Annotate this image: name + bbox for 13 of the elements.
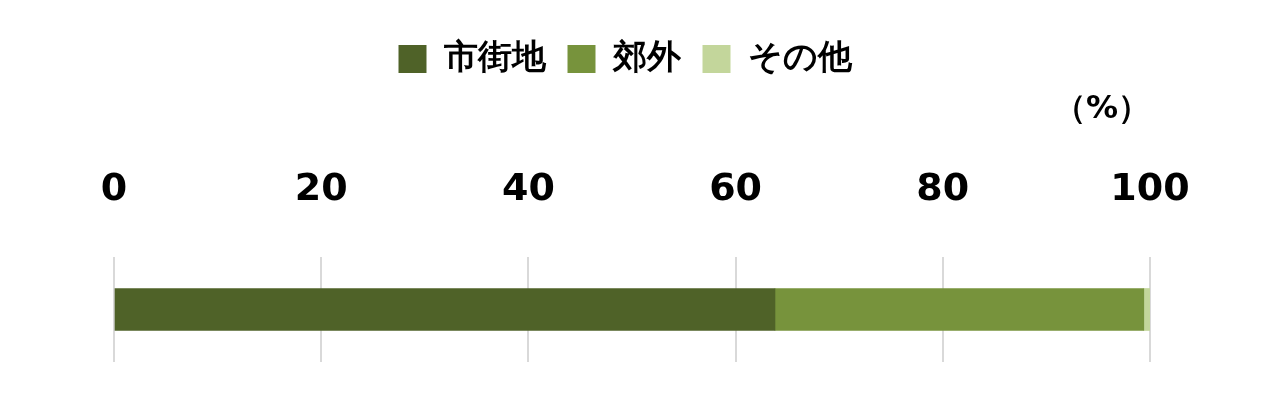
x-tick-label: 0 (100, 165, 128, 210)
legend-label: 市街地 (442, 35, 547, 76)
legend-label: 郊外 (611, 35, 682, 76)
x-axis-title: （%） (1053, 87, 1150, 126)
bar (774, 288, 1145, 331)
x-tick-label: 60 (709, 165, 763, 210)
legend-label: その他 (747, 35, 853, 76)
x-tick-label: 100 (1110, 165, 1190, 210)
bar (1143, 288, 1150, 331)
bar (114, 288, 776, 331)
x-tick-label: 20 (294, 165, 348, 210)
x-tick-label: 40 (501, 165, 555, 210)
x-tick-label: 80 (916, 165, 970, 210)
